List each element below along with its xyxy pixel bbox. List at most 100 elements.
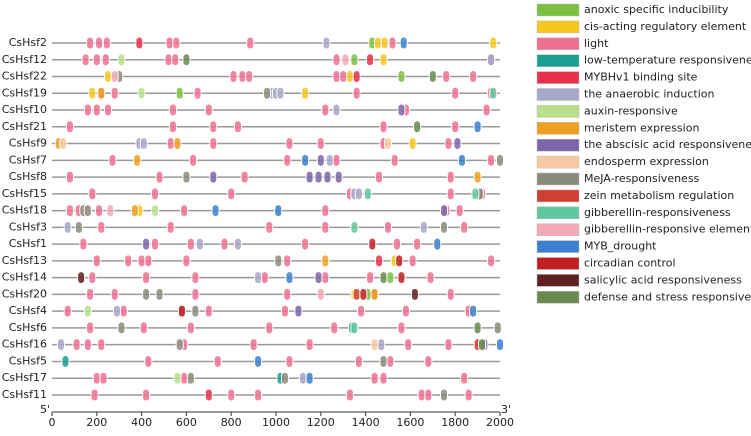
legend-label: MYB_drought xyxy=(584,240,657,253)
cis-element xyxy=(191,287,200,301)
legend-label: auxin-responsive xyxy=(584,104,678,117)
cis-element xyxy=(142,271,151,285)
cis-element xyxy=(397,271,406,285)
legend-swatch xyxy=(536,240,580,253)
cis-element xyxy=(97,86,106,100)
cis-element xyxy=(375,254,384,268)
cis-element xyxy=(92,254,101,268)
cis-element xyxy=(65,204,74,218)
cis-element xyxy=(180,371,189,385)
cis-element xyxy=(473,120,482,134)
cis-element xyxy=(321,204,330,218)
cis-element xyxy=(186,371,195,385)
cis-element xyxy=(285,137,294,151)
cis-element xyxy=(186,237,195,251)
cis-element xyxy=(209,120,218,134)
gene-label: CsHsf13 xyxy=(2,254,47,267)
cis-element xyxy=(254,271,263,285)
cis-element xyxy=(301,237,310,251)
gene-label: CsHsf22 xyxy=(2,70,47,83)
legend-swatch xyxy=(536,223,580,236)
cis-element xyxy=(72,338,81,352)
cis-element xyxy=(110,287,119,301)
cis-element xyxy=(377,338,386,352)
cis-element xyxy=(321,103,330,117)
cis-element xyxy=(316,137,325,151)
cis-element xyxy=(325,153,334,167)
cis-element xyxy=(424,354,433,368)
cis-element xyxy=(209,137,218,151)
cis-element xyxy=(151,204,160,218)
legend-label: endosperm expression xyxy=(584,155,709,168)
gene-label: CsHsf21 xyxy=(2,120,47,133)
cis-element xyxy=(175,86,184,100)
cis-element xyxy=(380,36,389,50)
cis-element xyxy=(368,237,377,251)
gene-label: CsHsf4 xyxy=(9,304,47,317)
cis-element xyxy=(144,354,153,368)
cis-element xyxy=(285,354,294,368)
legend-label: zein metabolism regulation xyxy=(584,189,734,202)
cis-element xyxy=(330,321,339,335)
cis-element xyxy=(460,220,469,234)
cis-element xyxy=(419,220,428,234)
cis-element xyxy=(321,220,330,234)
cis-element xyxy=(59,137,68,151)
x-tick-label: 400 xyxy=(131,416,152,429)
cis-element xyxy=(428,70,437,84)
cis-element xyxy=(464,388,473,402)
legend-label: light xyxy=(584,37,609,50)
cis-element xyxy=(413,120,422,134)
cis-element xyxy=(142,237,151,251)
legend-label: cis-acting regulatory element xyxy=(584,20,747,33)
cis-element xyxy=(478,338,487,352)
cis-element xyxy=(366,53,375,67)
cis-element xyxy=(99,371,108,385)
cis-element xyxy=(165,36,174,50)
cis-element xyxy=(265,321,274,335)
legend-swatch xyxy=(536,274,580,287)
gene-label: CsHsf9 xyxy=(9,137,47,150)
cis-element xyxy=(155,170,164,184)
legend-swatch xyxy=(536,257,580,270)
cis-element xyxy=(61,354,70,368)
cis-element xyxy=(86,36,95,50)
cis-element xyxy=(204,304,213,318)
cis-element xyxy=(77,271,86,285)
cis-element xyxy=(182,254,191,268)
legend-label: MYBHv1 binding site xyxy=(584,71,698,84)
legend-swatch xyxy=(536,155,580,169)
cis-element xyxy=(119,304,128,318)
cis-element xyxy=(298,371,307,385)
legend-label: the anaerobic induction xyxy=(584,88,714,101)
cis-element xyxy=(440,388,448,402)
cis-element xyxy=(375,170,384,184)
cis-element xyxy=(354,187,363,201)
cis-element xyxy=(240,170,249,184)
gene-label: CsHsf8 xyxy=(9,170,47,183)
cis-element xyxy=(90,388,99,402)
cis-element xyxy=(322,36,331,50)
cis-element xyxy=(388,36,397,50)
cis-element xyxy=(92,103,101,117)
legend-label: gibberellin-responsive element xyxy=(584,223,751,236)
cis-element xyxy=(352,287,361,301)
cis-element xyxy=(354,354,363,368)
legend-swatch xyxy=(536,206,580,220)
cis-element xyxy=(95,204,104,218)
gene-label: CsHsf16 xyxy=(2,338,47,351)
x-tick-label: 1000 xyxy=(262,416,290,429)
legend-label: anoxic specific inducibility xyxy=(584,3,729,16)
cis-element xyxy=(233,120,242,134)
cis-element xyxy=(56,338,65,352)
cis-element xyxy=(117,53,126,67)
cis-element xyxy=(110,70,119,84)
legend-label: salicylic acid responsiveness xyxy=(584,273,742,286)
legend-swatch xyxy=(536,122,580,135)
cis-element xyxy=(384,137,392,151)
legend-swatch xyxy=(536,291,580,304)
cis-element xyxy=(92,371,101,385)
cis-element xyxy=(433,237,442,251)
cis-element xyxy=(193,86,202,100)
